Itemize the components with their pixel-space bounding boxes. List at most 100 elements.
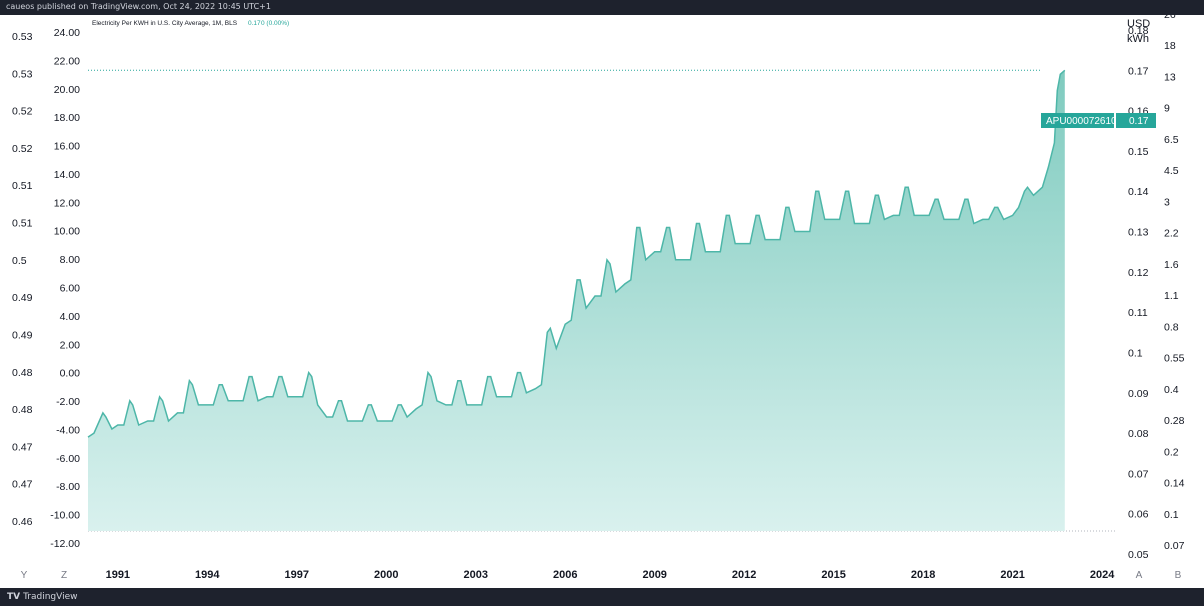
x-tick-label: 2000 <box>374 569 398 581</box>
area-fill <box>88 70 1065 532</box>
y-tick-label-inner: -8.00 <box>56 481 80 493</box>
y-tick-label-far-right: 0.8 <box>1164 321 1179 333</box>
y-tick-label-right: 0.11 <box>1128 307 1148 319</box>
price-tag-value: 0.17 <box>1129 116 1149 127</box>
price-tag-symbol: APU000072610 <box>1046 116 1117 127</box>
y-tick-label-far-right: 4.5 <box>1164 165 1179 177</box>
scale-button-a: A <box>1136 570 1143 581</box>
publish-bar: caueos published on TradingView.com, Oct… <box>0 0 1204 15</box>
area-line <box>87 69 1066 438</box>
y-tick-label-far-right: 3 <box>1164 196 1170 208</box>
x-tick-label: 1991 <box>106 569 130 581</box>
y-tick-label-outer: 0.52 <box>12 106 33 118</box>
y-tick-label-inner: 0.00 <box>60 368 81 380</box>
x-tick-label: 1997 <box>285 569 309 581</box>
y-tick-label-right: 0.12 <box>1128 267 1149 279</box>
y-tick-label-far-right: 0.07 <box>1164 540 1185 552</box>
y-tick-label-right: 0.14 <box>1128 186 1149 198</box>
y-tick-label-far-right: 0.55 <box>1164 353 1185 365</box>
unit-currency: USD <box>1127 18 1150 30</box>
y-tick-label-inner: 16.00 <box>54 141 80 153</box>
y-tick-label-far-right: 2.2 <box>1164 228 1179 240</box>
x-tick-label: 2015 <box>821 569 845 581</box>
y-tick-label-inner: -6.00 <box>56 453 80 465</box>
axes-layer: 1991 1994 1997 2000 2003 2006 2009 2012 2015 2018… <box>12 9 1185 581</box>
y-tick-label-inner: 4.00 <box>60 311 81 323</box>
y-tick-label-inner: 14.00 <box>54 169 80 181</box>
y-tick-label-inner: 22.00 <box>54 55 80 67</box>
y-tick-label-right: 0.15 <box>1128 146 1149 158</box>
y-tick-label-inner: 6.00 <box>60 283 81 295</box>
y-tick-label-far-right: 26 <box>1164 15 1176 21</box>
y-tick-label-right: 0.17 <box>1128 65 1149 77</box>
x-tick-label: 2024 <box>1090 569 1115 581</box>
chart-panel: 1991 1994 1997 2000 2003 2006 2009 2012 2015 2018… <box>0 9 1204 588</box>
y-tick-label-far-right: 1.6 <box>1164 259 1179 271</box>
x-tick-label: 1994 <box>195 569 220 581</box>
y-tick-label-right: 0.18 <box>1128 25 1149 37</box>
y-tick-label-outer: 0.51 <box>12 218 33 230</box>
area-layer <box>87 69 1066 532</box>
y-tick-label-far-right: 0.14 <box>1164 478 1185 490</box>
unit-kwh: kWh <box>1127 33 1149 45</box>
legend-change: 0 (0.00%) <box>261 20 289 27</box>
x-tick-label: 2003 <box>463 569 487 581</box>
scale-button-y: Y <box>21 570 28 581</box>
y-tick-label-inner: 10.00 <box>54 226 80 238</box>
y-tick-label-inner: -4.00 <box>56 424 80 436</box>
scale-button-z: Z <box>61 570 67 581</box>
y-tick-label-far-right: 1.1 <box>1164 290 1179 302</box>
tv-logo-icon: TV <box>7 592 21 602</box>
chart-title: Electricity Per KWH in U.S. City Average… <box>92 20 238 27</box>
y-tick-label-outer: 0.49 <box>12 292 33 304</box>
y-tick-label-far-right: 0.4 <box>1164 384 1179 396</box>
tradingview-logo: TV TradingView <box>7 592 78 602</box>
x-tick-label: 2006 <box>553 569 577 581</box>
y-tick-label-inner: 18.00 <box>54 112 80 124</box>
y-tick-label-inner: -10.00 <box>50 510 80 522</box>
y-tick-label-outer: 0.53 <box>12 68 33 80</box>
y-tick-label-outer: 0.52 <box>12 143 33 155</box>
y-tick-label-right: 0.09 <box>1128 388 1149 400</box>
y-tick-label-inner: 12.00 <box>54 197 80 209</box>
y-tick-label-outer: 0.48 <box>12 367 33 379</box>
y-tick-label-outer: 0.49 <box>12 329 33 341</box>
y-tick-label-far-right: 18 <box>1164 40 1176 52</box>
x-tick-label: 2021 <box>1000 569 1024 581</box>
y-tick-label-inner: 24.00 <box>54 27 80 39</box>
y-tick-label-right: 0.08 <box>1128 428 1149 440</box>
y-tick-label-inner: 2.00 <box>60 339 81 351</box>
y-tick-label-right: 0.06 <box>1128 509 1149 521</box>
y-tick-label-inner: -2.00 <box>56 396 80 408</box>
y-tick-label-outer: 0.48 <box>12 404 33 416</box>
y-tick-label-outer: 0.47 <box>12 479 33 491</box>
chart-svg[interactable]: 1991 1994 1997 2000 2003 2006 2009 2012 2015 2018… <box>0 9 1204 588</box>
y-tick-label-outer: 0.47 <box>12 441 33 453</box>
y-tick-label-right: 0.13 <box>1128 227 1149 239</box>
y-tick-label-right: 0.07 <box>1128 468 1149 480</box>
y-tick-label-far-right: 0.1 <box>1164 509 1179 521</box>
legend-value: 0.17 <box>248 20 261 27</box>
brand-name: TradingView <box>23 592 78 602</box>
y-tick-label-far-right: 0.2 <box>1164 446 1179 458</box>
y-tick-label-inner: 8.00 <box>60 254 81 266</box>
y-tick-label-right: 0.05 <box>1128 549 1149 561</box>
y-tick-label-far-right: 13 <box>1164 71 1176 83</box>
publish-text: caueos published on TradingView.com, Oct… <box>6 2 271 11</box>
x-tick-label: 2012 <box>732 569 756 581</box>
y-tick-label-inner: 20.00 <box>54 84 80 96</box>
y-tick-label-far-right: 9 <box>1164 103 1170 115</box>
brand-bar: TV TradingView <box>0 588 1204 606</box>
y-tick-label-outer: 0.53 <box>12 31 33 43</box>
y-tick-label-far-right: 0.28 <box>1164 415 1185 427</box>
y-tick-label-right: 0.1 <box>1128 347 1143 359</box>
x-tick-label: 2018 <box>911 569 935 581</box>
y-tick-label-inner: -12.00 <box>50 538 80 550</box>
x-tick-label: 2009 <box>642 569 666 581</box>
y-tick-label-outer: 0.46 <box>12 516 33 528</box>
y-tick-label-outer: 0.5 <box>12 255 27 267</box>
price-tag-value-bg <box>1116 113 1156 128</box>
y-tick-label-far-right: 6.5 <box>1164 134 1179 146</box>
price-tag-symbol-bg <box>1041 113 1114 128</box>
scale-button-b: B <box>1175 570 1182 581</box>
